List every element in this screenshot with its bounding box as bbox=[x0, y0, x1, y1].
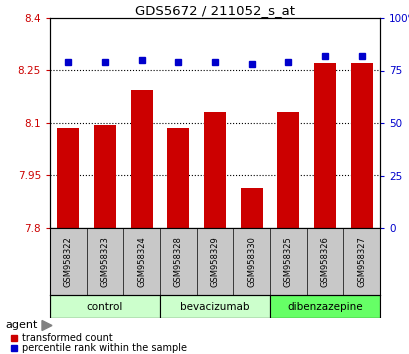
Bar bbox=[204, 113, 225, 228]
Bar bbox=[94, 125, 116, 228]
Bar bbox=[130, 90, 152, 228]
Text: GSM958327: GSM958327 bbox=[356, 236, 365, 287]
Text: GSM958329: GSM958329 bbox=[210, 236, 219, 287]
Bar bbox=[160, 295, 270, 318]
Polygon shape bbox=[42, 320, 52, 331]
Text: GSM958330: GSM958330 bbox=[247, 236, 256, 287]
Text: dibenzazepine: dibenzazepine bbox=[286, 302, 362, 312]
Text: GSM958325: GSM958325 bbox=[283, 236, 292, 287]
Bar bbox=[50, 295, 160, 318]
Text: GSM958326: GSM958326 bbox=[320, 236, 329, 287]
Text: GSM958323: GSM958323 bbox=[100, 236, 109, 287]
Text: control: control bbox=[87, 302, 123, 312]
Text: agent: agent bbox=[5, 320, 37, 331]
Bar bbox=[240, 188, 262, 228]
Text: GSM958322: GSM958322 bbox=[64, 236, 73, 287]
Text: bevacizumab: bevacizumab bbox=[180, 302, 249, 312]
Text: GSM958324: GSM958324 bbox=[137, 236, 146, 287]
Text: transformed count: transformed count bbox=[22, 333, 112, 343]
Bar bbox=[167, 128, 189, 228]
Bar bbox=[57, 128, 79, 228]
Bar bbox=[313, 63, 335, 228]
Bar bbox=[270, 295, 379, 318]
Bar bbox=[350, 63, 372, 228]
Text: percentile rank within the sample: percentile rank within the sample bbox=[22, 343, 187, 353]
Text: GSM958328: GSM958328 bbox=[173, 236, 182, 287]
Bar bbox=[276, 113, 299, 228]
Title: GDS5672 / 211052_s_at: GDS5672 / 211052_s_at bbox=[135, 4, 294, 17]
